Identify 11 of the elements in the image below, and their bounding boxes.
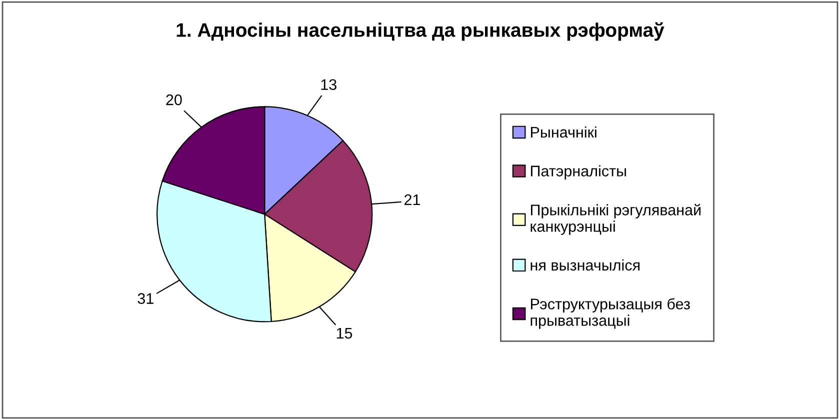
legend-label: Прыкільнікі рэгуляванай канкурэнцыі bbox=[530, 204, 701, 235]
data-label: 20 bbox=[166, 94, 182, 106]
legend-label: Патэрналісты bbox=[530, 165, 626, 180]
data-label: 13 bbox=[321, 79, 336, 90]
legend-label: ня вызначыліся bbox=[530, 259, 640, 271]
chart-title: 1. Адносіны насельніцтва да рынкавых рэформаў bbox=[176, 22, 664, 41]
legend-label: Рэструктурызацыя без прыватызацыі bbox=[530, 298, 690, 329]
data-label: 21 bbox=[404, 194, 420, 205]
data-label: 15 bbox=[336, 328, 352, 339]
data-label: 31 bbox=[138, 293, 154, 304]
legend-label: Рыначнікі bbox=[531, 126, 596, 138]
